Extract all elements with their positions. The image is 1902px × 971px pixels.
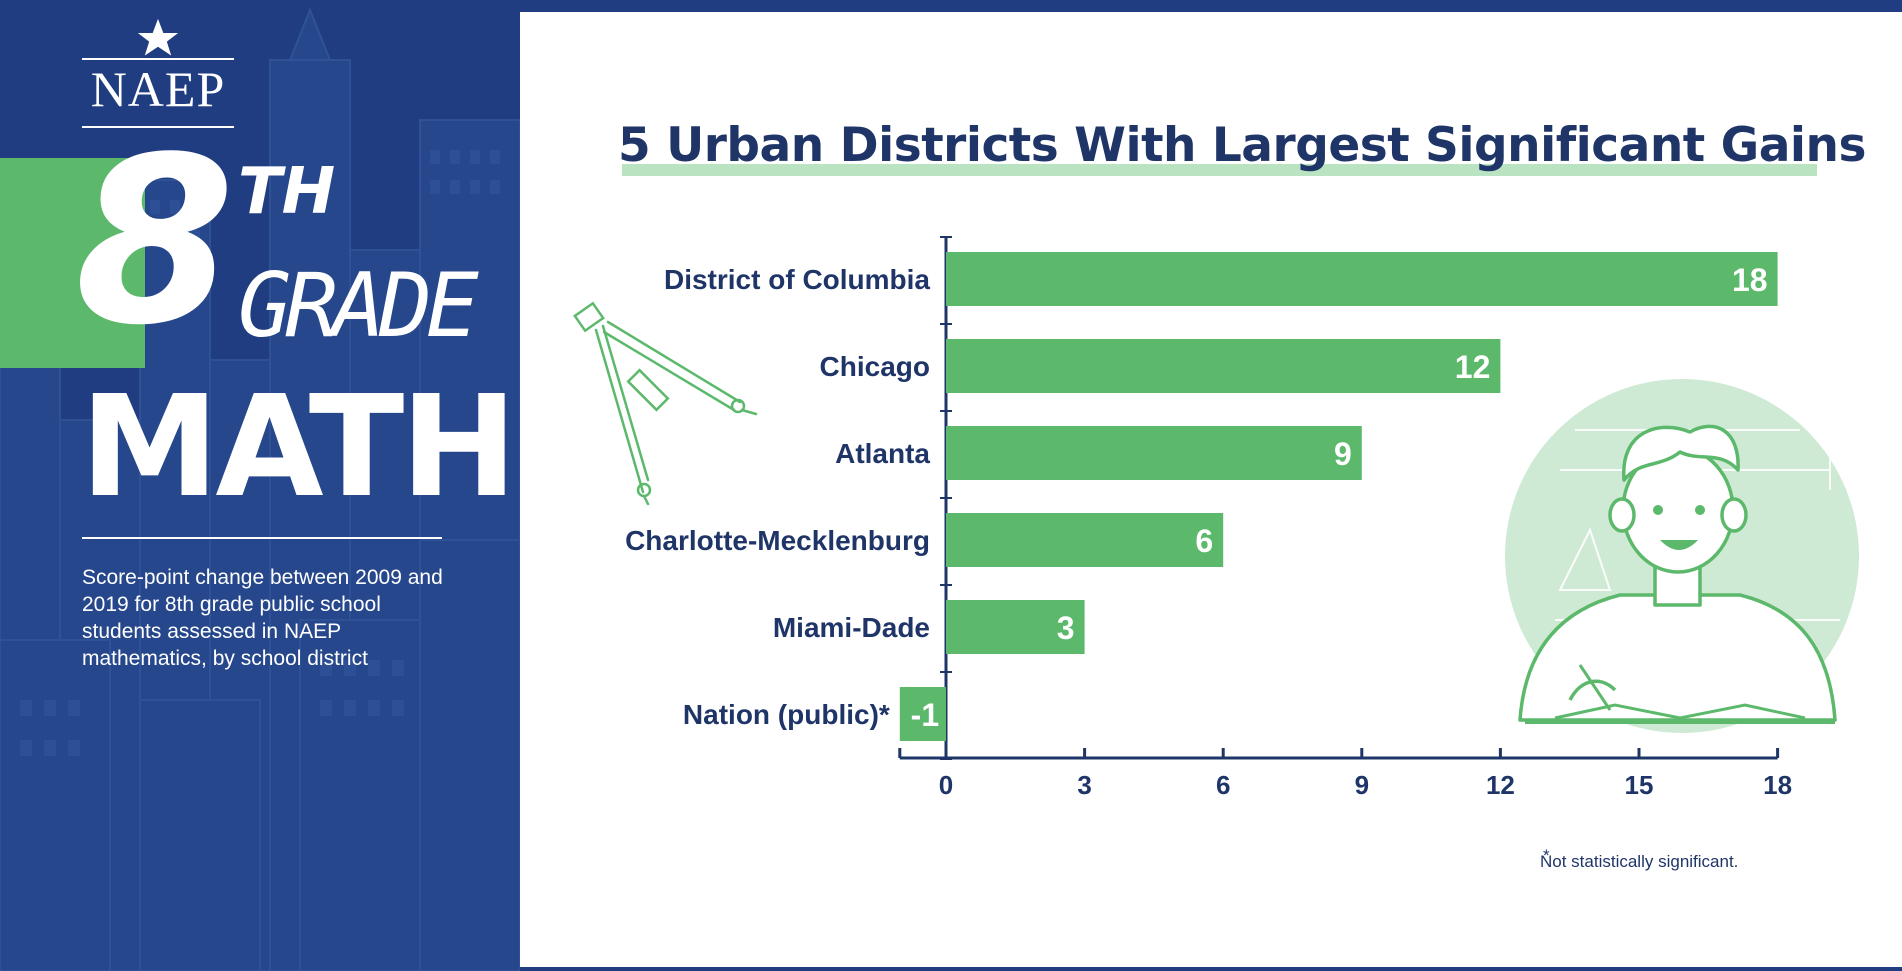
bar-value-label: 18: [1732, 262, 1768, 298]
x-tick-label: 6: [1216, 770, 1230, 800]
bar: [899, 687, 946, 741]
grade-suffix: TH: [238, 155, 336, 229]
bar: [946, 513, 1224, 567]
bar: [946, 339, 1501, 393]
bar-value-label: 6: [1195, 523, 1213, 559]
logo-rule-bottom: [82, 126, 234, 128]
naep-logo: [132, 13, 184, 61]
grade-number: 8: [75, 109, 235, 376]
description: Score-point change between 2009 and 2019…: [82, 566, 443, 670]
bar: [946, 426, 1362, 480]
city-skyline-background: [0, 7, 520, 971]
title-highlight: [622, 164, 1817, 176]
x-tick-label: 3: [1077, 770, 1091, 800]
bar-value-label: 12: [1455, 349, 1491, 385]
x-tick-label: 15: [1625, 770, 1654, 800]
x-tick-label: 0: [939, 770, 953, 800]
x-tick-label: 18: [1763, 770, 1792, 800]
category-label: Charlotte-Mecklenburg: [625, 525, 930, 556]
footnote: Not statistically significant.: [1540, 852, 1739, 871]
category-label: Atlanta: [835, 438, 930, 469]
bar-chart: 0 3 6 9 12 15 18 18 District of Columbia 12 Chicag…: [625, 236, 1792, 800]
logo-text: NAEP: [90, 61, 226, 117]
logo-rule-top: [82, 58, 234, 60]
subject-title: MATH: [80, 366, 517, 529]
bar-value-label: 3: [1057, 610, 1075, 646]
category-label: Nation (public)*: [683, 699, 890, 730]
left-panel: NAEP 8 TH GRADE MATH Score-point change …: [0, 0, 520, 971]
accent-band: [0, 158, 145, 368]
x-tick-label: 9: [1355, 770, 1369, 800]
bar: [946, 600, 1085, 654]
student-icon: [1505, 379, 1859, 733]
grade-word: GRADE: [238, 254, 479, 357]
bar-value-label: 9: [1334, 436, 1352, 472]
star-icon: [132, 13, 184, 61]
x-tick-label: 12: [1486, 770, 1515, 800]
bar: [946, 252, 1778, 306]
category-label: District of Columbia: [664, 264, 930, 295]
bar-value-label: -1: [911, 697, 939, 733]
compass-icon: [573, 301, 758, 506]
category-label: Chicago: [820, 351, 930, 382]
footnote-star: *: [1543, 846, 1550, 865]
chart-title: 5 Urban Districts With Largest Significa…: [618, 118, 1866, 173]
category-label: Miami-Dade: [773, 612, 930, 643]
divider: [82, 537, 442, 539]
